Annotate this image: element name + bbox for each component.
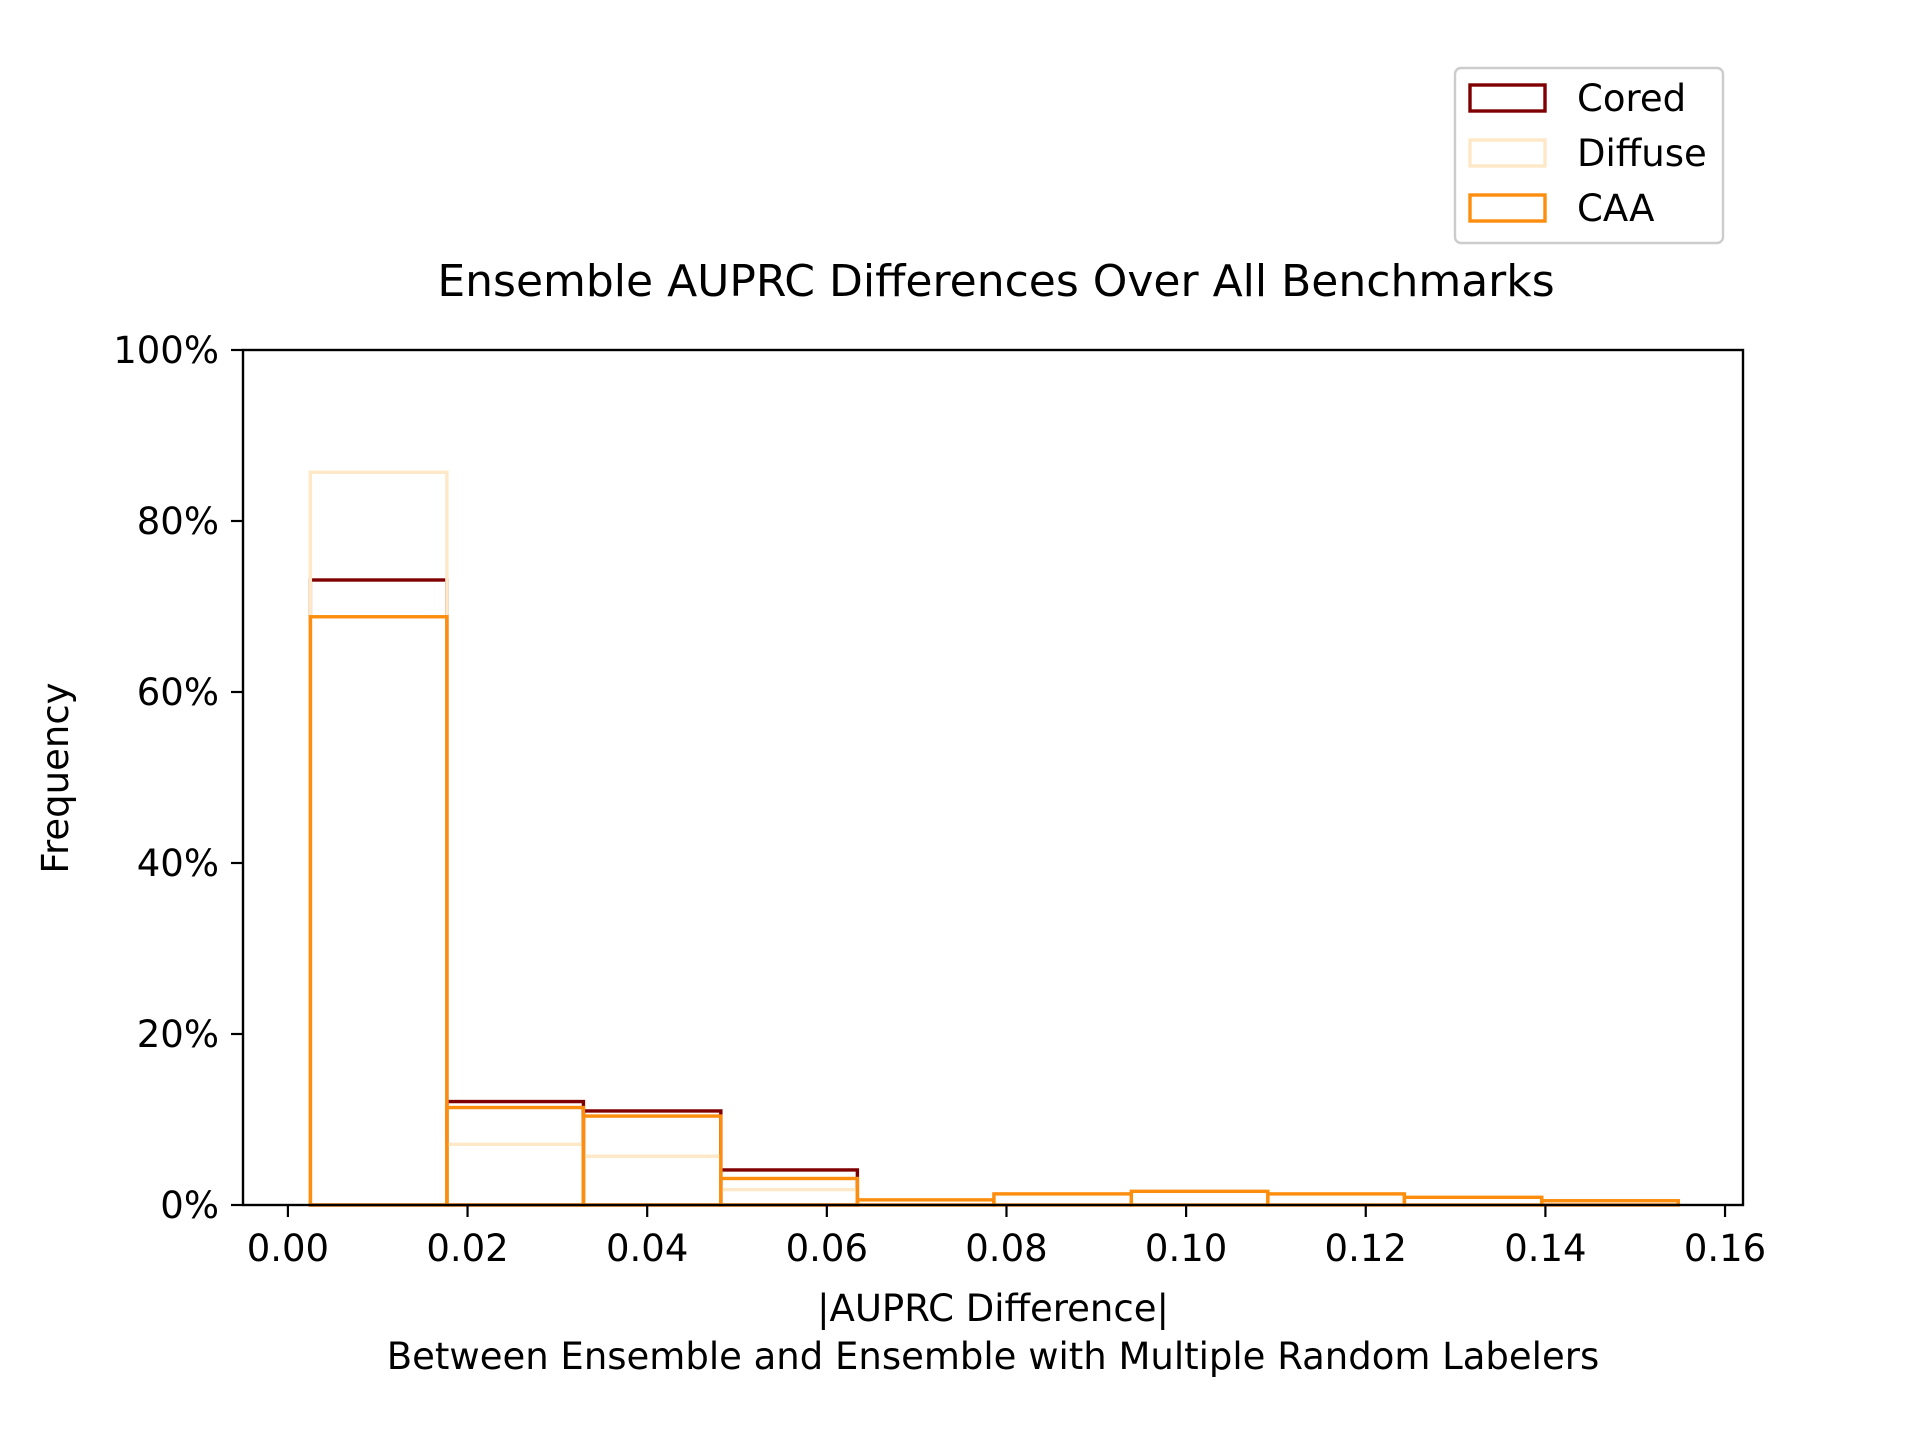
series-diffuse xyxy=(308,470,860,1207)
x-tick-label: 0.02 xyxy=(426,1227,508,1270)
legend-label-caa: CAA xyxy=(1577,187,1655,230)
legend: Cored Diffuse CAA xyxy=(1453,66,1725,245)
legend-label-diffuse: Diffuse xyxy=(1577,132,1707,175)
y-tick-label: 100% xyxy=(113,329,219,372)
bar-diffuse-1 xyxy=(445,1142,586,1207)
x-tick-label: 0.16 xyxy=(1684,1227,1766,1270)
y-tick-label: 60% xyxy=(137,671,219,714)
bar-cored-0 xyxy=(308,578,449,1207)
bar-diffuse-2 xyxy=(581,1154,723,1207)
legend-swatch-diffuse xyxy=(1468,138,1547,168)
bar-cored-3 xyxy=(719,1168,860,1207)
histogram-bars xyxy=(308,470,1681,1207)
bar-caa-2 xyxy=(581,1114,723,1207)
y-tick-label: 0% xyxy=(160,1184,219,1227)
plot-frame xyxy=(241,348,1745,1207)
y-tick-label: 80% xyxy=(137,500,219,543)
y-tick-label: 40% xyxy=(137,842,219,885)
bar-caa-7 xyxy=(1266,1192,1407,1207)
series-caa xyxy=(308,615,1681,1207)
bar-caa-1 xyxy=(445,1105,586,1207)
x-tick-label: 0.14 xyxy=(1504,1227,1586,1270)
x-axis: 0.00 0.02 0.04 0.06 0.08 0.10 0.12 0.14 0.16 xyxy=(247,1205,1766,1270)
x-axis-label-line2: Between Ensemble and Ensemble with Multi… xyxy=(387,1335,1599,1378)
x-tick-label: 0.00 xyxy=(247,1227,329,1270)
y-axis: 0% 20% 40% 60% 80% 100% xyxy=(113,329,243,1227)
bar-diffuse-0 xyxy=(308,470,449,1207)
y-tick-label: 20% xyxy=(137,1013,219,1056)
bar-caa-6 xyxy=(1129,1189,1270,1207)
bar-caa-5 xyxy=(992,1192,1134,1207)
x-tick-label: 0.06 xyxy=(786,1227,868,1270)
x-tick-label: 0.10 xyxy=(1145,1227,1227,1270)
legend-swatch-caa xyxy=(1468,193,1547,223)
x-tick-label: 0.08 xyxy=(965,1227,1047,1270)
x-tick-label: 0.12 xyxy=(1325,1227,1407,1270)
bar-cored-2 xyxy=(581,1109,723,1207)
x-tick-label: 0.04 xyxy=(606,1227,688,1270)
chart-title: Ensemble AUPRC Differences Over All Benc… xyxy=(437,256,1554,307)
bar-diffuse-3 xyxy=(719,1187,860,1207)
legend-swatch-cored xyxy=(1468,83,1547,113)
legend-label-cored: Cored xyxy=(1577,77,1686,120)
x-axis-label: |AUPRC Difference| xyxy=(817,1287,1169,1330)
bar-caa-3 xyxy=(719,1176,860,1207)
bar-cored-1 xyxy=(445,1099,586,1207)
bar-caa-0 xyxy=(308,615,449,1207)
y-axis-label: Frequency xyxy=(34,682,77,873)
